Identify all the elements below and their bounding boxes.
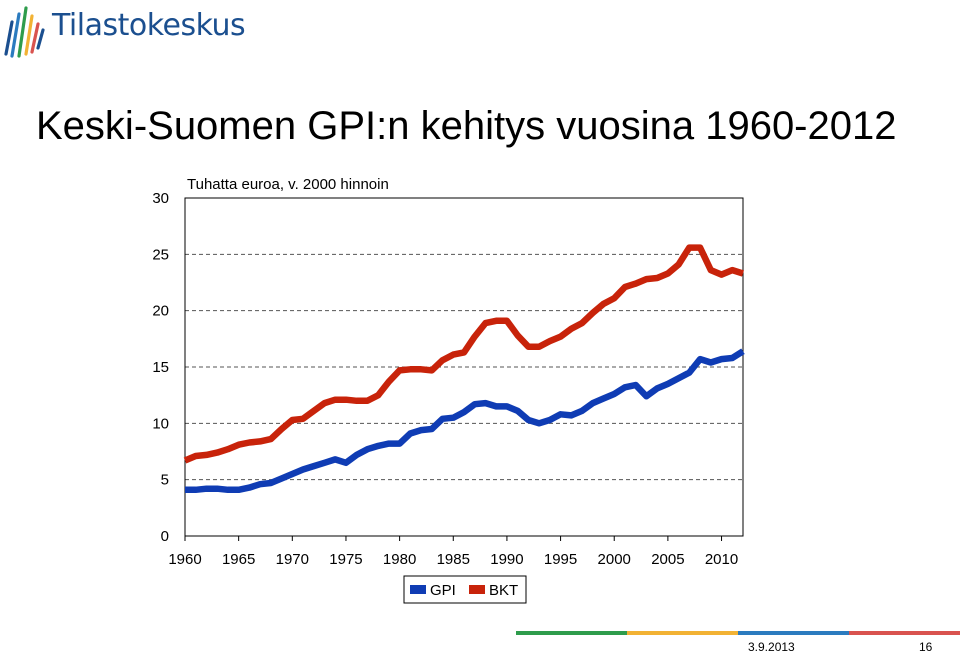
footer-color-bar <box>516 631 627 635</box>
x-tick-label: 2010 <box>705 551 738 568</box>
slide-title: Keski-Suomen GPI:n kehitys vuosina 1960-… <box>36 104 897 148</box>
page-number: 16 <box>919 640 933 654</box>
series-line-bkt <box>183 244 744 464</box>
legend-label: BKT <box>489 582 518 599</box>
series-line-gpi <box>185 348 745 494</box>
x-tick-label: 1990 <box>490 551 523 568</box>
legend-swatch <box>469 585 485 594</box>
legend-label: GPI <box>430 582 456 599</box>
logo-text: Tilastokeskus <box>52 8 246 43</box>
logo: Tilastokeskus <box>0 0 260 60</box>
y-tick-label: 25 <box>152 246 169 263</box>
x-tick-label: 1975 <box>329 551 362 568</box>
footer-date: 3.9.2013 <box>748 640 795 654</box>
x-tick-label: 1960 <box>168 551 201 568</box>
unit-label: Tuhatta euroa, v. 2000 hinnoin <box>187 176 389 193</box>
x-tick-label: 2000 <box>598 551 631 568</box>
y-tick-label: 0 <box>161 528 169 545</box>
footer-color-bar <box>738 631 849 635</box>
y-tick-label: 5 <box>161 472 169 489</box>
tilastokeskus-logo-icon <box>4 6 45 58</box>
footer-color-bar <box>849 631 960 635</box>
y-tick-label: 20 <box>152 303 169 320</box>
legend-swatch <box>410 585 426 594</box>
footer-color-bar <box>627 631 738 635</box>
x-tick-label: 1985 <box>437 551 470 568</box>
x-tick-label: 1995 <box>544 551 577 568</box>
x-tick-label: 1970 <box>276 551 309 568</box>
y-tick-label: 10 <box>152 415 169 432</box>
y-tick-label: 30 <box>152 190 169 207</box>
x-tick-label: 2005 <box>651 551 684 568</box>
y-tick-label: 15 <box>152 359 169 376</box>
plot-frame <box>184 197 744 537</box>
x-tick-label: 1965 <box>222 551 255 568</box>
x-tick-label: 1980 <box>383 551 416 568</box>
